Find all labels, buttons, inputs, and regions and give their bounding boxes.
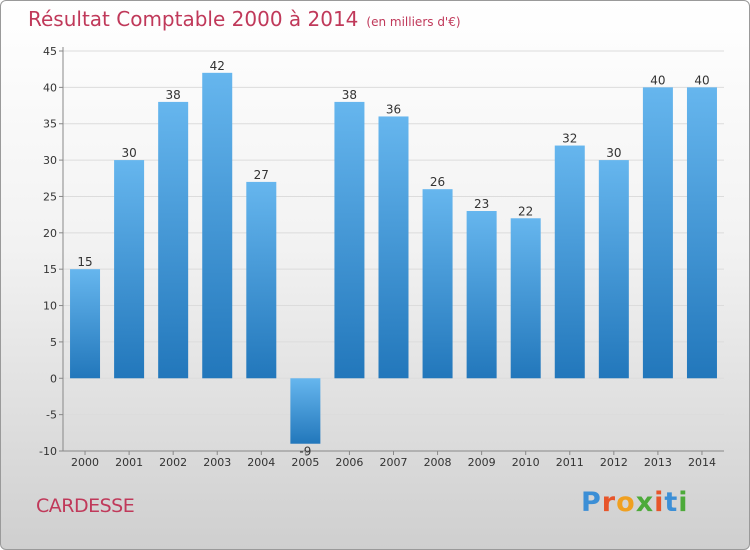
x-tick-label: 2008 xyxy=(424,456,452,469)
data-label: 38 xyxy=(166,88,181,102)
data-label: 40 xyxy=(650,73,665,87)
bar xyxy=(158,101,189,379)
y-tick-label: 0 xyxy=(50,372,57,385)
x-tick-label: 2003 xyxy=(203,456,231,469)
x-tick-label: 2004 xyxy=(247,456,275,469)
x-tick-label: 2012 xyxy=(600,456,628,469)
bar xyxy=(466,211,497,379)
x-tick-label: 2009 xyxy=(468,456,496,469)
data-label: 38 xyxy=(342,88,357,102)
bar xyxy=(598,160,629,379)
data-label: 23 xyxy=(474,197,489,211)
data-label: 32 xyxy=(562,132,577,146)
x-tick-label: 2001 xyxy=(115,456,143,469)
logo-letter: x xyxy=(635,487,655,518)
data-label: 36 xyxy=(386,102,401,116)
data-label: 42 xyxy=(210,59,225,73)
x-tick-label: 2013 xyxy=(644,456,672,469)
x-tick-label: 2000 xyxy=(71,456,99,469)
logo-letter: i xyxy=(678,487,689,518)
y-tick-label: 20 xyxy=(43,227,57,240)
y-tick-label: 25 xyxy=(43,190,57,203)
logo-letter: i xyxy=(654,487,665,518)
bar xyxy=(246,181,277,379)
chart-title-text: Résultat Comptable 2000 à 2014 xyxy=(28,7,359,31)
logo-letter: t xyxy=(664,487,679,518)
x-tick-label: 2007 xyxy=(380,456,408,469)
data-label: 27 xyxy=(254,168,269,182)
bar xyxy=(290,378,321,444)
chart-title: Résultat Comptable 2000 à 2014 (en millie… xyxy=(28,7,461,31)
bar xyxy=(422,189,453,379)
bar xyxy=(334,101,365,379)
y-tick-label: 40 xyxy=(43,81,57,94)
bar xyxy=(554,145,585,379)
bar xyxy=(114,160,145,379)
bar xyxy=(202,72,233,379)
y-tick-label: 45 xyxy=(43,45,57,58)
x-tick-label: 2010 xyxy=(512,456,540,469)
data-label: 26 xyxy=(430,175,445,189)
logo-letter: o xyxy=(616,487,636,518)
y-tick-label: 35 xyxy=(43,118,57,131)
data-label: 15 xyxy=(77,255,92,269)
data-label: 30 xyxy=(606,146,621,160)
y-tick-label: -5 xyxy=(46,409,57,422)
y-tick-label: 10 xyxy=(43,300,57,313)
commune-name: CARDESSE xyxy=(36,495,135,517)
proxiti-logo: Proxiti xyxy=(581,487,689,518)
bar xyxy=(70,269,101,379)
bar xyxy=(378,116,409,379)
bar xyxy=(642,87,673,379)
y-tick-label: 15 xyxy=(43,263,57,276)
bar xyxy=(510,218,541,379)
bar xyxy=(686,87,717,379)
logo-letter: P xyxy=(581,487,602,518)
logo-letter: r xyxy=(601,487,617,518)
y-tick-label: 30 xyxy=(43,154,57,167)
y-tick-label: -10 xyxy=(39,445,57,458)
x-tick-label: 2014 xyxy=(688,456,716,469)
y-tick-label: 5 xyxy=(50,336,57,349)
data-label: 40 xyxy=(694,73,709,87)
x-tick-label: 2002 xyxy=(159,456,187,469)
chart-subtitle: (en milliers d'€) xyxy=(366,15,461,29)
x-tick-label: 2005 xyxy=(291,456,319,469)
x-tick-label: 2011 xyxy=(556,456,584,469)
data-label: 22 xyxy=(518,204,533,218)
x-tick-label: 2006 xyxy=(335,456,363,469)
data-label: 30 xyxy=(121,146,136,160)
